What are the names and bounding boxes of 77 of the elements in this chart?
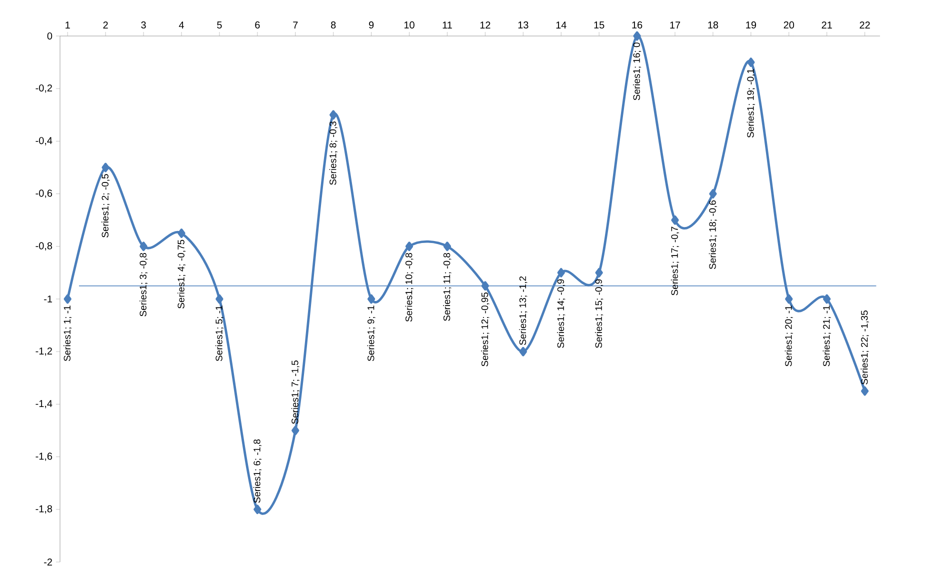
data-label: Series1; 1; -1 (64, 306, 72, 362)
y-tick-label: -1,6 (36, 452, 52, 461)
point (823, 294, 831, 304)
data-label: Series1; 12; -0,95 (481, 292, 490, 366)
point (633, 31, 641, 41)
x-tick-label: 15 (594, 22, 604, 28)
point (785, 294, 793, 304)
y-tick-label: -2 (44, 558, 52, 566)
data-label: Series1; 15; -0,9 (595, 279, 604, 348)
x-tick-label: 12 (480, 22, 490, 28)
x-tick-label: 9 (369, 21, 374, 28)
data-label: Series1; 18; -0,6 (708, 200, 718, 270)
point (178, 228, 186, 238)
y-tick-label: -0,6 (36, 190, 52, 198)
data-label: Series1; 17; -0,7 (670, 226, 680, 296)
x-tick-label: 7 (293, 22, 298, 28)
point (519, 346, 527, 356)
point (292, 426, 300, 436)
x-tick-label: 6 (255, 21, 260, 28)
point (481, 281, 490, 291)
x-tick-label: 20 (784, 21, 794, 28)
data-label: Series1; 7; -1,5 (291, 360, 300, 424)
point (216, 294, 224, 304)
x-tick-label: 14 (556, 22, 566, 28)
x-tick-label: 16 (632, 21, 642, 28)
point (671, 215, 679, 225)
point (140, 242, 148, 252)
point (330, 110, 338, 120)
data-label: Series1; 5; -1 (215, 306, 224, 362)
data-label: Series1; 11; -0,8 (443, 253, 452, 321)
y-tick-label: -0,2 (36, 84, 52, 93)
x-tick-label: 21 (822, 22, 832, 28)
x-tick-label: 17 (670, 22, 680, 28)
x-tick-label: 3 (141, 21, 146, 28)
point (405, 242, 414, 252)
data-label: Series1; 16; 0 (633, 42, 642, 100)
y-tick-label: 0 (47, 32, 52, 40)
y-tick-label: -0,8 (36, 242, 52, 251)
x-tick-label: 11 (442, 22, 452, 28)
data-label: Series1; 2; -0,5 (102, 174, 110, 238)
data-label: Series1; 20; -1 (784, 306, 793, 366)
x-tick-label: 5 (217, 22, 222, 28)
point (595, 268, 603, 278)
x-tick-label: 1 (66, 22, 70, 28)
data-label: Series1; 10; -0,8 (405, 253, 414, 322)
point (102, 162, 110, 172)
point (709, 189, 717, 198)
data-label: Series1; 21; -1 (822, 306, 831, 366)
data-label: Series1; 9; -1 (367, 306, 376, 362)
data-label: Series1; 19; -0,1 (746, 68, 755, 138)
data-label: Series1; 14; -0,9 (557, 279, 566, 348)
x-tick-label: 4 (178, 22, 184, 28)
x-tick-label: 19 (746, 21, 756, 28)
x-tick-label: 10 (404, 21, 414, 28)
data-label: Series1; 22; -1,35 (860, 310, 869, 384)
y-tick-label: -1,4 (36, 400, 52, 408)
point (367, 294, 376, 304)
point (860, 386, 869, 396)
data-label: Series1; 4; -0,75 (177, 240, 186, 308)
data-label: Series1; 3; -0,8 (139, 253, 148, 316)
x-tick-label: 2 (103, 22, 108, 28)
x-tick-label: 8 (331, 21, 336, 28)
x-tick-label: 22 (860, 22, 870, 28)
data-label: Series1; 8; -0,3 (329, 122, 338, 185)
y-tick-label: -1 (44, 296, 52, 302)
data-label: Series1; 13; -1,2 (519, 276, 528, 345)
point (557, 268, 565, 278)
y-tick-label: -0,4 (36, 137, 52, 146)
point (254, 504, 262, 514)
point (64, 294, 72, 304)
point (747, 58, 755, 67)
y-tick-label: -1,2 (36, 347, 52, 356)
data-label: Series1; 6; -1,8 (253, 439, 262, 503)
point (443, 242, 452, 252)
x-tick-label: 13 (518, 21, 528, 28)
x-tick-label: 18 (708, 21, 718, 28)
y-tick-label: -1,8 (36, 505, 52, 514)
